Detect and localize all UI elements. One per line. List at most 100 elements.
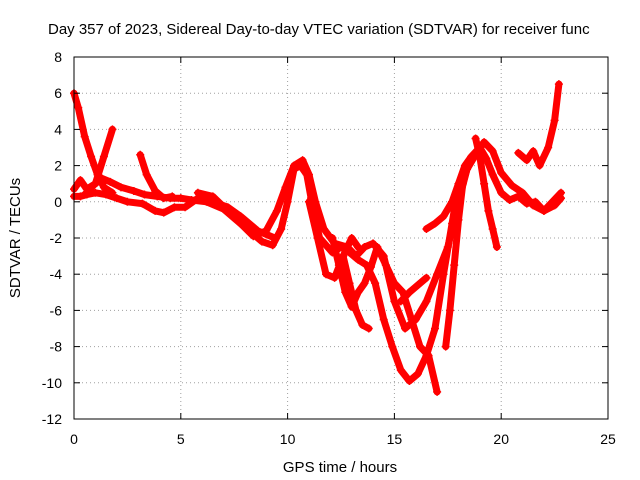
- series-track-12: [441, 165, 472, 351]
- data-point-marker: [396, 297, 405, 306]
- data-point-marker: [445, 306, 454, 315]
- data-point-marker: [480, 138, 489, 147]
- data-point-marker: [319, 224, 328, 233]
- data-point-marker: [529, 201, 538, 210]
- data-point-marker: [407, 315, 416, 324]
- data-point-marker: [518, 188, 527, 197]
- data-point-marker: [488, 147, 497, 156]
- series-layer: [70, 80, 566, 396]
- data-point-marker: [80, 132, 89, 141]
- data-point-marker: [262, 226, 271, 235]
- data-point-marker: [136, 150, 145, 159]
- data-point-marker: [351, 252, 360, 261]
- data-point-marker: [202, 197, 211, 206]
- data-point-marker: [454, 215, 463, 224]
- data-point-marker: [97, 174, 106, 183]
- data-point-marker: [492, 243, 501, 252]
- data-point-marker: [430, 219, 439, 228]
- data-point-marker: [140, 190, 149, 199]
- x-tick-label: 10: [280, 431, 296, 447]
- series-line: [397, 274, 430, 305]
- data-point-marker: [550, 201, 559, 210]
- data-point-marker: [76, 176, 85, 185]
- y-tick-label: -10: [42, 375, 62, 391]
- data-point-marker: [497, 168, 506, 177]
- data-point-marker: [108, 188, 117, 197]
- data-point-marker: [339, 252, 348, 261]
- axis-ticks: [73, 56, 609, 420]
- series-track-11: [422, 179, 463, 233]
- data-point-marker: [364, 324, 373, 333]
- data-point-marker: [539, 206, 548, 215]
- data-point-marker: [369, 239, 378, 248]
- data-point-marker: [347, 234, 356, 242]
- series-track-9: [339, 252, 373, 333]
- data-point-marker: [334, 261, 343, 270]
- data-point-marker: [116, 183, 125, 192]
- data-point-marker: [151, 206, 160, 215]
- data-point-marker: [360, 279, 369, 288]
- data-point-marker: [514, 148, 523, 157]
- data-point-marker: [381, 261, 390, 270]
- series-track-8: [328, 234, 442, 396]
- data-point-marker: [208, 192, 217, 201]
- data-point-marker: [405, 376, 414, 385]
- x-axis-title: GPS time / hours: [283, 459, 397, 476]
- data-point-marker: [159, 194, 168, 203]
- data-point-marker: [322, 241, 331, 250]
- data-point-marker: [433, 387, 442, 396]
- data-point-marker: [424, 351, 433, 360]
- data-point-marker: [505, 195, 514, 204]
- data-point-marker: [257, 237, 266, 246]
- data-point-marker: [142, 170, 151, 179]
- tick-labels: 0 5 10 15 20 25 -12 -10 -8 -6 -4 -2 0 2 4 6 8: [42, 49, 616, 447]
- data-point-marker: [236, 219, 245, 228]
- data-point-marker: [304, 197, 313, 206]
- data-point-marker: [480, 179, 489, 188]
- data-point-marker: [176, 194, 185, 203]
- y-tick-label: -4: [50, 266, 63, 282]
- x-tick-label: 0: [70, 431, 78, 447]
- data-point-marker: [396, 366, 405, 375]
- x-tick-label: 20: [493, 431, 509, 447]
- series-track-14: [514, 80, 563, 170]
- data-point-marker: [550, 116, 559, 125]
- data-point-marker: [298, 156, 307, 165]
- data-point-marker: [458, 179, 467, 188]
- data-point-marker: [354, 243, 363, 252]
- data-point-marker: [138, 199, 147, 208]
- data-point-marker: [439, 212, 448, 221]
- series-track-7: [304, 197, 363, 282]
- data-point-marker: [413, 281, 422, 290]
- data-point-marker: [488, 170, 497, 179]
- data-point-marker: [379, 315, 388, 324]
- data-point-marker: [170, 203, 179, 212]
- data-point-marker: [488, 224, 497, 233]
- data-point-marker: [388, 342, 397, 351]
- data-point-marker: [535, 161, 544, 170]
- data-point-marker: [313, 234, 322, 242]
- data-point-marker: [304, 170, 313, 179]
- data-point-marker: [507, 181, 516, 190]
- data-point-marker: [106, 177, 115, 186]
- data-point-marker: [91, 188, 100, 197]
- data-point-marker: [401, 324, 410, 333]
- data-point-marker: [193, 188, 202, 197]
- data-point-marker: [93, 170, 102, 179]
- data-point-marker: [416, 342, 425, 351]
- data-point-marker: [354, 288, 363, 297]
- data-point-marker: [108, 125, 117, 134]
- data-point-marker: [330, 273, 339, 282]
- data-point-marker: [441, 342, 450, 351]
- series-line: [514, 80, 563, 170]
- data-point-marker: [522, 156, 531, 165]
- data-point-marker: [283, 197, 292, 206]
- data-point-marker: [187, 195, 196, 204]
- data-point-marker: [80, 190, 89, 199]
- data-point-marker: [475, 152, 484, 161]
- data-point-marker: [99, 152, 108, 161]
- data-point-marker: [484, 206, 493, 215]
- data-point-marker: [405, 288, 414, 297]
- series-track-5: [136, 150, 177, 203]
